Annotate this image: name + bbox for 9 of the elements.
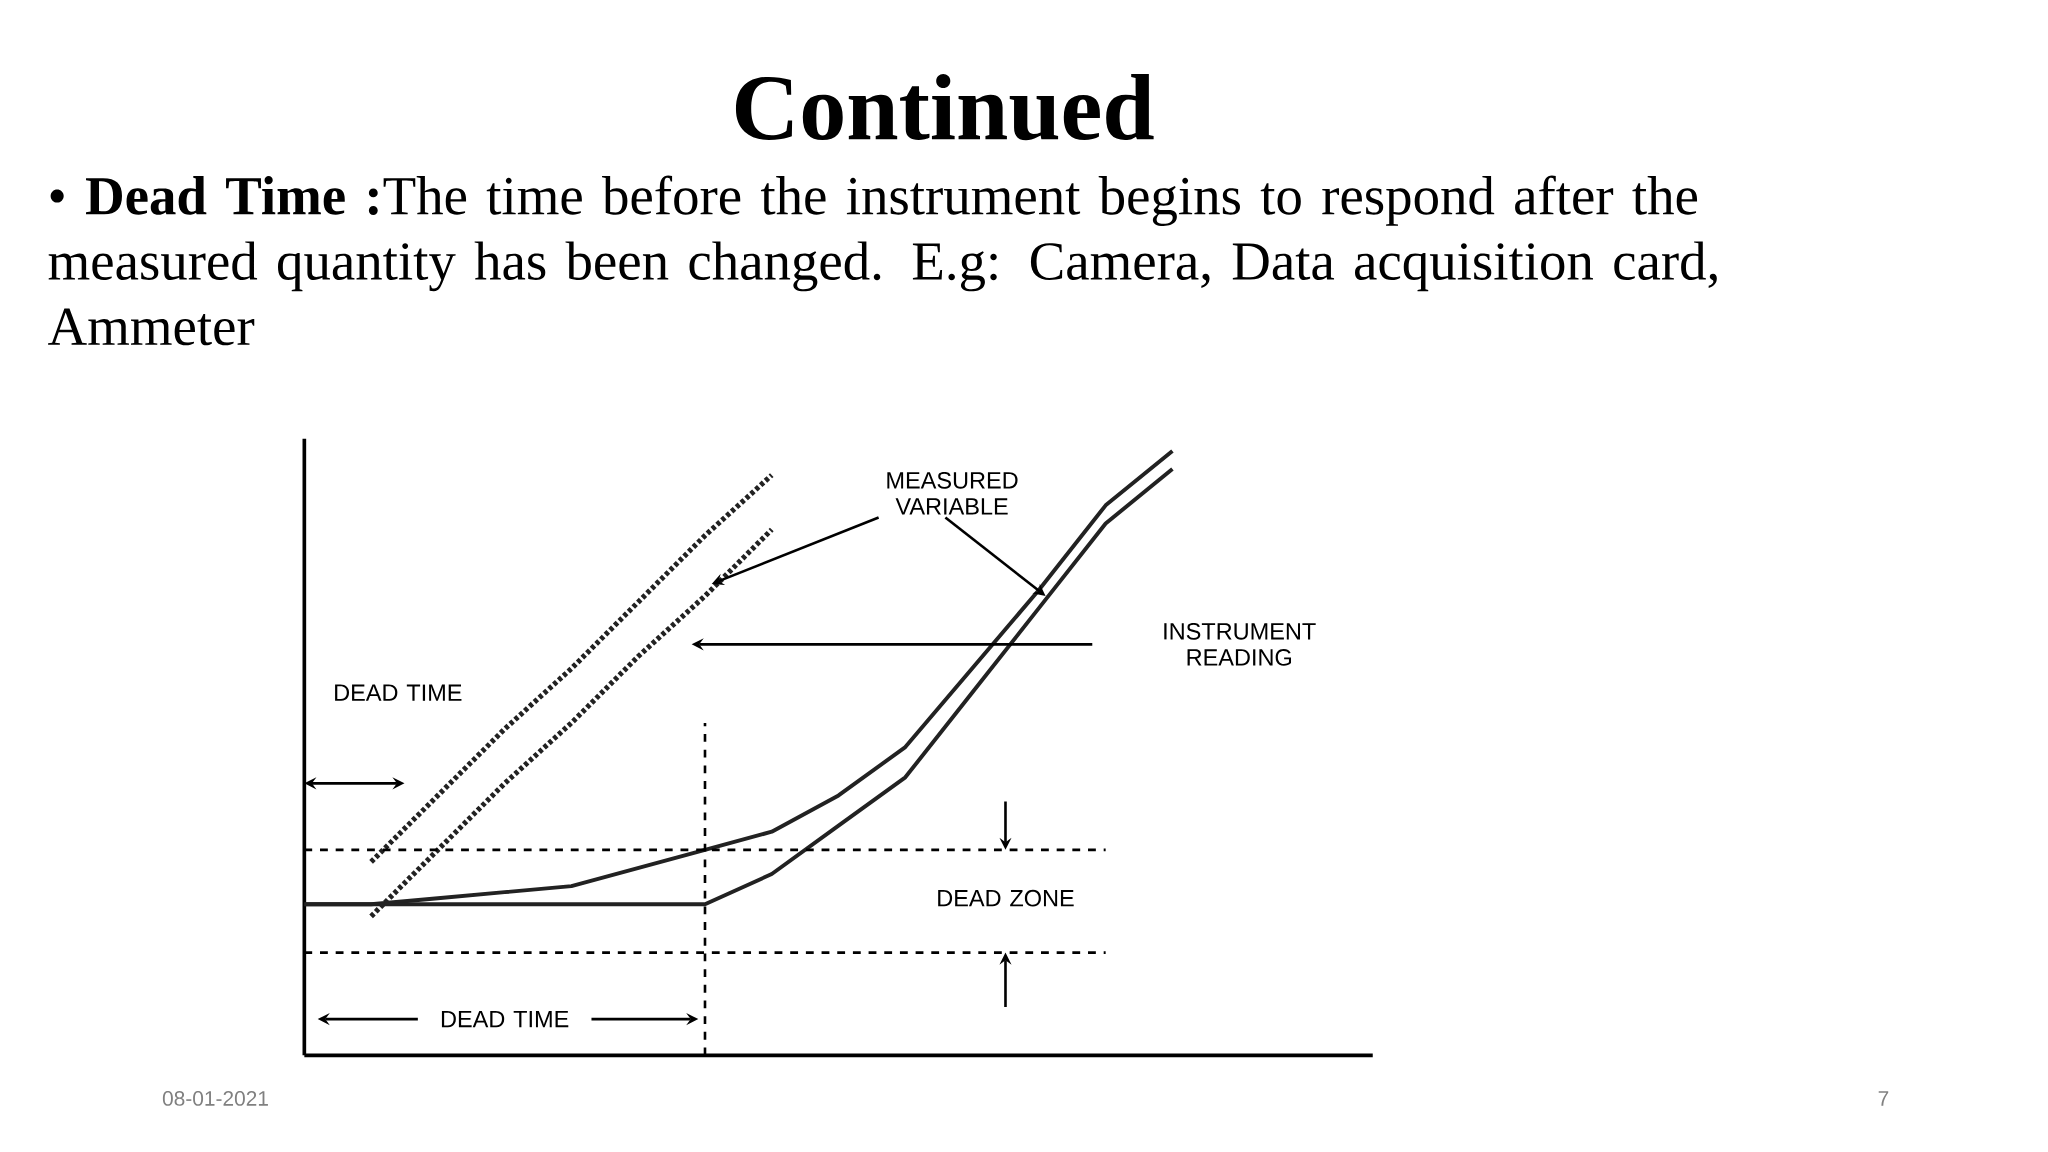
text: 08-01-2021 xyxy=(162,1091,268,1106)
annotation: MEASURED VARIABLE xyxy=(887,471,1018,515)
chart-subtitle: • Dead Time :The time before the instrument begins to respond after the measured quantity has been changed. E.g: Camera, Data acquisition card, Ammeter xyxy=(48,175,1717,346)
annotation: DEAD ZONE xyxy=(938,889,1074,907)
text: 7 xyxy=(1878,1091,1889,1106)
annotation: DEAD TIME xyxy=(335,684,462,701)
annotation: INSTRUMENT READING xyxy=(1164,622,1316,666)
chart-title: Continued xyxy=(735,73,1154,141)
annotation: DEAD TIME xyxy=(441,1010,569,1028)
